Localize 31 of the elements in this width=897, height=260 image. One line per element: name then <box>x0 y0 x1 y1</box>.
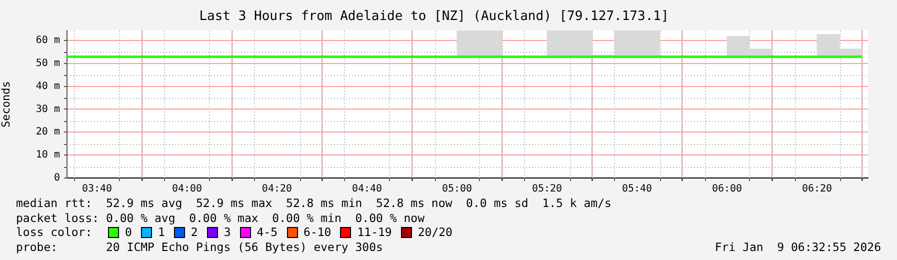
legend-label: 2 <box>190 225 198 239</box>
y-tick-label: 20 m <box>36 126 60 138</box>
x-tick-label: 06:00 <box>712 184 742 195</box>
x-tick-label: 05:20 <box>532 184 562 195</box>
chart-title: Last 3 Hours from Adelaide to [NZ] (Auckland) [79.127.173.1] <box>199 9 669 24</box>
legend-title: loss color: <box>16 225 94 239</box>
text: packet loss: 0.00 % avg 0.00 % max 0.00 % min 0.00 % now <box>16 210 424 224</box>
y-tick-label: 30 m <box>36 104 60 115</box>
x-tick-label: 04:00 <box>172 184 202 195</box>
x-tick-label: 03:40 <box>82 184 112 195</box>
x-tick-label: 04:40 <box>352 184 382 195</box>
y-tick-label: 0 <box>54 172 60 184</box>
text: Fri Jan 9 06:32:55 2026 <box>714 240 881 254</box>
legend-label: 20/20 <box>418 225 452 239</box>
y-tick-label: 50 m <box>36 58 60 69</box>
x-tick-label: 05:00 <box>442 184 472 195</box>
text: median rtt: 52.9 ms avg 52.9 ms max 52.8 ms min 52.8 ms now 0.0 ms sd 1.5 k am/s <box>16 196 612 210</box>
legend-label: 3 <box>224 225 231 239</box>
legend-label: 11-19 <box>357 225 392 239</box>
y-tick-label: 40 m <box>36 80 60 92</box>
x-tick-label: 04:20 <box>262 184 292 195</box>
legend-label: 4-5 <box>256 225 278 239</box>
legend-label: 6-10 <box>304 225 332 239</box>
y-tick-label: 60 m <box>36 35 60 46</box>
y-axis-title: Seconds <box>0 81 12 128</box>
x-tick-label: 05:40 <box>622 184 652 195</box>
legend-label: 1 <box>158 225 165 239</box>
legend-label: 0 <box>125 225 132 239</box>
x-tick-label: 06:20 <box>802 184 832 195</box>
y-tick-label: 10 m <box>36 150 60 161</box>
text: probe: 20 ICMP Echo Pings (56 Bytes) every 300s <box>16 240 383 254</box>
